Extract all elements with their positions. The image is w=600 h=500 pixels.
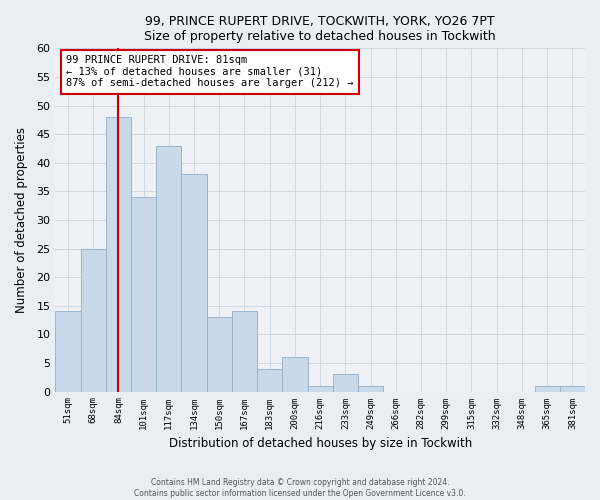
Bar <box>308 386 333 392</box>
X-axis label: Distribution of detached houses by size in Tockwith: Distribution of detached houses by size … <box>169 437 472 450</box>
Title: 99, PRINCE RUPERT DRIVE, TOCKWITH, YORK, YO26 7PT
Size of property relative to d: 99, PRINCE RUPERT DRIVE, TOCKWITH, YORK,… <box>145 15 496 43</box>
Bar <box>106 117 131 392</box>
Bar <box>55 312 80 392</box>
Text: Contains HM Land Registry data © Crown copyright and database right 2024.
Contai: Contains HM Land Registry data © Crown c… <box>134 478 466 498</box>
Bar <box>283 357 308 392</box>
Y-axis label: Number of detached properties: Number of detached properties <box>15 127 28 313</box>
Bar <box>131 197 156 392</box>
Bar <box>232 312 257 392</box>
Bar <box>358 386 383 392</box>
Bar <box>156 146 181 392</box>
Bar <box>181 174 206 392</box>
Bar <box>80 248 106 392</box>
Text: 99 PRINCE RUPERT DRIVE: 81sqm
← 13% of detached houses are smaller (31)
87% of s: 99 PRINCE RUPERT DRIVE: 81sqm ← 13% of d… <box>66 55 353 88</box>
Bar <box>257 368 283 392</box>
Bar <box>535 386 560 392</box>
Bar <box>206 317 232 392</box>
Bar <box>560 386 585 392</box>
Bar <box>333 374 358 392</box>
